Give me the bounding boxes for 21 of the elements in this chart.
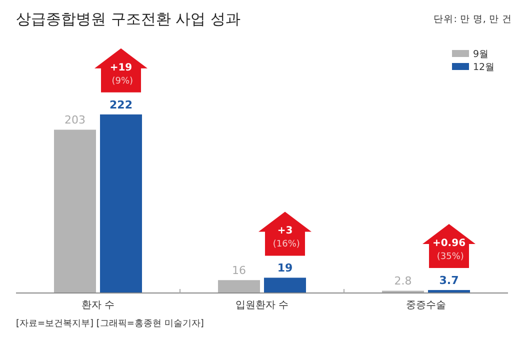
text: [자료=보건복지부] [그래픽=홍종현 미술기자] bbox=[16, 319, 204, 329]
data-label: 2.8 bbox=[394, 274, 412, 288]
bar bbox=[100, 114, 142, 293]
legend-label: 12월 bbox=[473, 62, 496, 73]
data-label: 3.7 bbox=[439, 274, 459, 288]
data-label: 222 bbox=[110, 98, 132, 112]
bar bbox=[218, 280, 260, 293]
text: +19 (9%) bbox=[108, 62, 134, 86]
chart-title: 상급종합병원 구조전환 사업 성과 bbox=[16, 10, 240, 28]
data-label: 19 bbox=[277, 262, 293, 275]
data-label: 16 bbox=[232, 264, 246, 278]
x-tick-label: 입원환자 수 bbox=[235, 300, 289, 311]
legend-label: 9월 bbox=[473, 49, 490, 60]
annotation: +3 (16%) bbox=[270, 226, 300, 250]
bar bbox=[54, 130, 96, 293]
x-tick-label: 환자 수 bbox=[81, 300, 115, 311]
x-tick-label: 중증수술 bbox=[406, 300, 446, 311]
data-label: 203 bbox=[64, 114, 86, 127]
annotation: +0.96 (35%) bbox=[432, 238, 466, 262]
chart-subtitle: 단위: 만 명, 만 건 bbox=[434, 14, 512, 25]
bar bbox=[264, 278, 306, 293]
